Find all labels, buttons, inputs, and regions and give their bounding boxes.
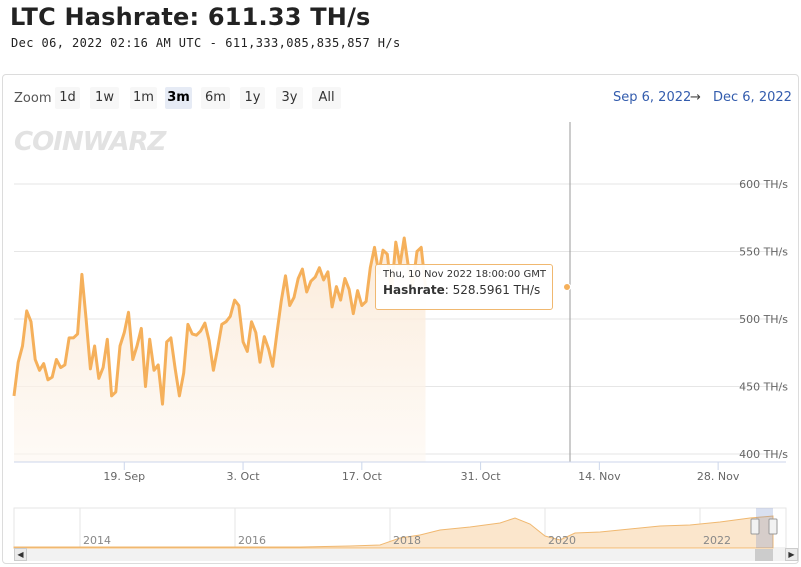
- tooltip-value-line: Hashrate: 528.5961 TH/s: [383, 283, 545, 297]
- zoom-button-3y[interactable]: 3y: [276, 87, 303, 109]
- navigator-selection[interactable]: [756, 508, 773, 548]
- x-tick-label: 19. Sep: [103, 470, 145, 483]
- zoom-button-3m[interactable]: 3m: [165, 87, 192, 109]
- chart-card: [2, 74, 799, 564]
- hashrate-area-fill: [14, 238, 426, 462]
- x-tick-label: 31. Oct: [461, 470, 502, 483]
- range-to-date[interactable]: Dec 6, 2022: [713, 90, 792, 105]
- y-tick-label: 500 TH/s: [739, 313, 788, 326]
- navigator-series: [13, 515, 774, 549]
- hover-point-marker: [563, 283, 571, 291]
- scrollbar-track[interactable]: [27, 549, 785, 561]
- zoom-button-1d[interactable]: 1d: [55, 87, 80, 109]
- zoom-button-1m[interactable]: 1m: [130, 87, 157, 109]
- timestamp: Dec 06, 2022 02:16 AM UTC: [11, 36, 202, 50]
- x-tick-label: 17. Oct: [342, 470, 383, 483]
- tooltip-date: Thu, 10 Nov 2022 18:00:00 GMT: [383, 269, 546, 280]
- x-tick-label: 3. Oct: [227, 470, 261, 483]
- scrollbar-thumb[interactable]: [755, 549, 773, 561]
- navigator-label-2014: 2014: [83, 534, 111, 547]
- scroll-left-button[interactable]: ◀: [14, 548, 27, 561]
- y-tick-label: 600 TH/s: [739, 178, 788, 191]
- subtitle-separator: -: [209, 36, 218, 50]
- raw-hashrate: 611,333,085,835,857 H/s: [225, 36, 401, 50]
- zoom-button-all[interactable]: All: [312, 87, 341, 109]
- y-tick-label: 450 TH/s: [739, 381, 788, 394]
- zoom-button-1w[interactable]: 1w: [90, 87, 119, 109]
- navigator[interactable]: 2014 2016 2018 2020 2022: [13, 507, 787, 549]
- zoom-button-6m[interactable]: 6m: [201, 87, 230, 109]
- y-tick-label: 550 TH/s: [739, 246, 788, 259]
- navigator-right-handle[interactable]: [768, 518, 778, 535]
- scroll-right-button[interactable]: ▶: [785, 548, 798, 561]
- hashrate-line: [12, 236, 427, 406]
- navigator-left-handle[interactable]: [750, 518, 760, 535]
- x-tick-label: 14. Nov: [578, 470, 621, 483]
- tooltip-colon: :: [444, 283, 453, 297]
- tooltip: Thu, 10 Nov 2022 18:00:00 GMT Hashrate: …: [375, 264, 553, 310]
- page-title: LTC Hashrate: 611.33 TH/s: [10, 3, 371, 31]
- zoom-label: Zoom: [14, 91, 52, 106]
- x-tick-label: 28. Nov: [697, 470, 740, 483]
- tooltip-value: 528.5961 TH/s: [452, 283, 541, 297]
- navigator-label-2018: 2018: [393, 534, 421, 547]
- navigator-label-2016: 2016: [238, 534, 266, 547]
- tooltip-series-name: Hashrate: [383, 283, 445, 297]
- navigator-label-2022: 2022: [703, 534, 731, 547]
- coinwarz-watermark: COINWARZ: [14, 127, 168, 157]
- hashrate-subtitle: Dec 06, 2022 02:16 AM UTC -611,333,085,83…: [11, 36, 401, 50]
- range-separator: →: [690, 90, 701, 105]
- range-from-date[interactable]: Sep 6, 2022: [613, 90, 692, 105]
- y-tick-label: 400 TH/s: [739, 448, 788, 461]
- navigator-label-2020: 2020: [548, 534, 576, 547]
- zoom-button-1y[interactable]: 1y: [240, 87, 265, 109]
